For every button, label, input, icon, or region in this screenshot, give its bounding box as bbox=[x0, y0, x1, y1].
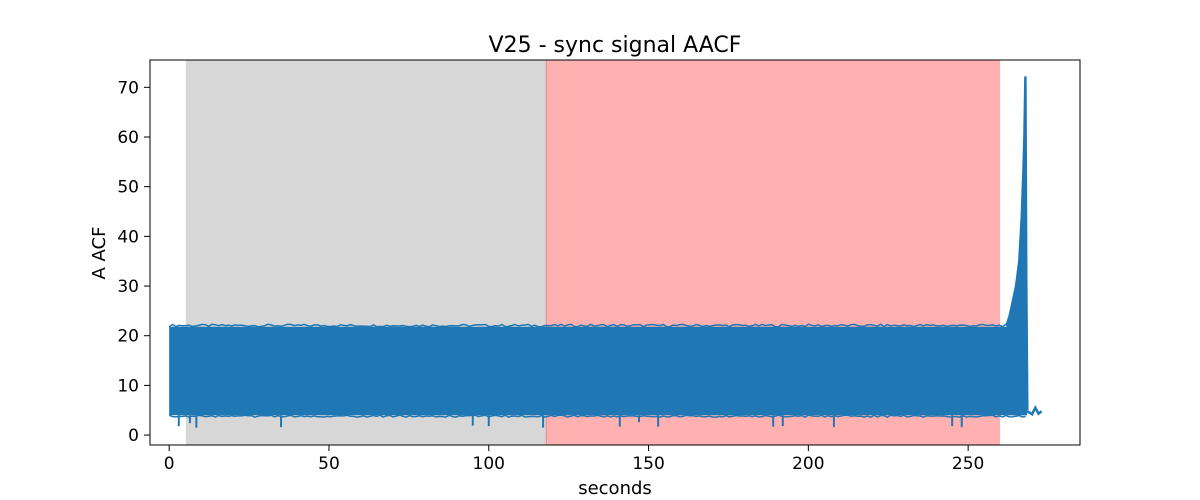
y-axis-title: A ACF bbox=[89, 227, 110, 280]
y-tick-label-4: 40 bbox=[117, 227, 139, 247]
plot-area: 0 50 100 150 200 250 0 10 20 30 40 50 60 70 bbox=[117, 59, 1081, 474]
chart-title: V25 - sync signal AACF bbox=[489, 33, 742, 58]
y-tick-label-2: 20 bbox=[117, 327, 139, 347]
series-oscillation-band bbox=[169, 326, 1026, 416]
x-tick-label-4: 200 bbox=[792, 454, 824, 474]
y-tick-label-1: 10 bbox=[117, 376, 139, 396]
x-tick-label-2: 100 bbox=[473, 454, 505, 474]
y-tick-label-0: 0 bbox=[128, 426, 139, 446]
series-band-bottom-edge bbox=[168, 414, 1026, 419]
y-tick-label-7: 70 bbox=[117, 78, 139, 98]
x-tick-label-3: 150 bbox=[632, 454, 664, 474]
series-tail bbox=[1026, 404, 1043, 416]
plot-frame bbox=[149, 59, 1081, 446]
series-spike-fill bbox=[1006, 77, 1028, 416]
x-tick-label-0: 0 bbox=[164, 454, 175, 474]
x-tick-label-5: 250 bbox=[952, 454, 984, 474]
y-tick-label-5: 50 bbox=[117, 178, 139, 198]
x-tick-label-1: 50 bbox=[318, 454, 340, 474]
series-band-top-edge bbox=[168, 323, 1026, 328]
y-tick-label-6: 60 bbox=[117, 128, 139, 148]
y-tick-label-3: 30 bbox=[117, 277, 139, 297]
x-axis-title: seconds bbox=[578, 478, 652, 499]
